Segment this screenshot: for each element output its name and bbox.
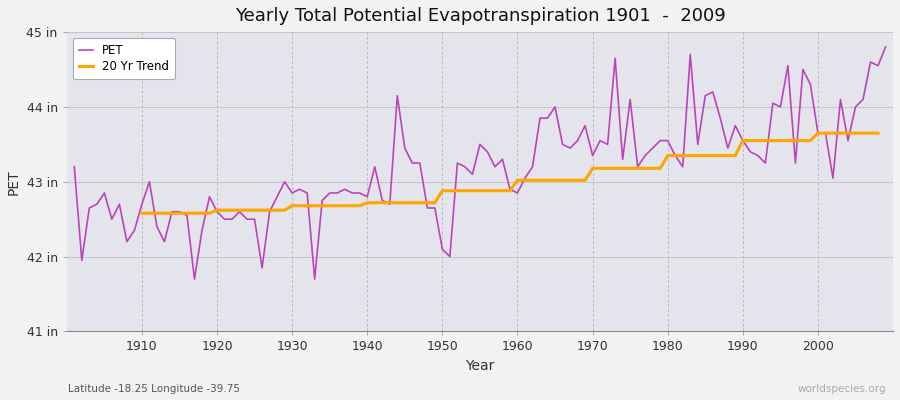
PET (69, 164, 80, 169)
Legend: PET, 20 Yr Trend: PET, 20 Yr Trend (73, 38, 176, 79)
PET (189, 277, 200, 282)
PET (129, 228, 140, 233)
20 Yr Trend (715, 153, 725, 158)
Text: Latitude -18.25 Longitude -39.75: Latitude -18.25 Longitude -39.75 (68, 384, 239, 394)
20 Yr Trend (813, 131, 824, 136)
PET (880, 45, 891, 50)
PET (609, 56, 620, 61)
Line: 20 Yr Trend: 20 Yr Trend (142, 133, 878, 213)
Text: worldspecies.org: worldspecies.org (798, 384, 886, 394)
X-axis label: Year: Year (465, 359, 495, 373)
PET (346, 190, 357, 195)
20 Yr Trend (310, 203, 320, 208)
20 Yr Trend (137, 211, 148, 216)
PET (512, 190, 523, 195)
20 Yr Trend (527, 178, 538, 183)
20 Yr Trend (873, 131, 884, 136)
20 Yr Trend (332, 203, 343, 208)
Title: Yearly Total Potential Evapotranspiration 1901  -  2009: Yearly Total Potential Evapotranspiratio… (235, 7, 725, 25)
Line: PET: PET (75, 47, 886, 279)
PET (519, 176, 530, 180)
Y-axis label: PET: PET (7, 169, 21, 194)
20 Yr Trend (505, 188, 516, 193)
20 Yr Trend (362, 200, 373, 205)
PET (302, 190, 312, 195)
